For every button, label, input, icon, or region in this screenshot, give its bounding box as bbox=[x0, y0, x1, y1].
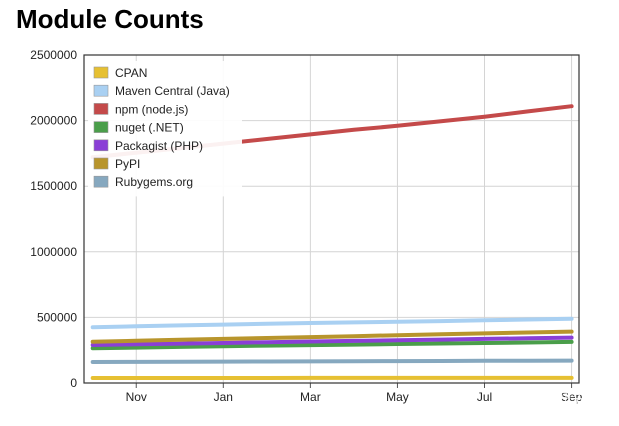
y-tick-label: 500000 bbox=[37, 310, 77, 324]
chart-title: Module Counts bbox=[16, 4, 204, 34]
y-tick-label: 2000000 bbox=[30, 114, 77, 128]
series-line-maven-central-java bbox=[90, 316, 574, 330]
legend-label: PyPI bbox=[115, 157, 140, 171]
legend-swatch bbox=[93, 103, 109, 115]
x-tick-label: Jul bbox=[477, 390, 492, 404]
legend-label: Maven Central (Java) bbox=[115, 84, 230, 98]
y-tick-label: 0 bbox=[70, 376, 77, 390]
x-tick-label: Mar bbox=[300, 390, 321, 404]
y-tick-label: 2500000 bbox=[30, 48, 77, 62]
legend-label: npm (node.js) bbox=[115, 102, 188, 116]
legend-swatch bbox=[93, 175, 109, 188]
watermark-text: 知乎 @虎妞先生 bbox=[492, 390, 602, 408]
legend-swatch bbox=[93, 121, 109, 133]
legend-label: Packagist (PHP) bbox=[115, 139, 203, 153]
x-tick-label: Jan bbox=[214, 390, 233, 404]
series-line-packagist-php bbox=[90, 335, 574, 347]
x-tick-label: Nov bbox=[126, 390, 147, 404]
x-tick-label: May bbox=[386, 390, 409, 404]
legend-swatch bbox=[93, 157, 109, 170]
legend-box bbox=[88, 61, 242, 197]
legend-swatch bbox=[93, 66, 109, 79]
y-tick-label: 1000000 bbox=[30, 245, 77, 259]
legend-swatch bbox=[93, 139, 109, 152]
legend-label: CPAN bbox=[115, 66, 147, 80]
legend-label: nuget (.NET) bbox=[115, 121, 184, 135]
series-line-nuget-net bbox=[90, 339, 574, 351]
series-line-pypi bbox=[90, 329, 574, 344]
x-tick-label: Sep bbox=[561, 390, 583, 404]
legend-label: Rubygems.org bbox=[115, 175, 193, 189]
legend-swatch bbox=[93, 84, 109, 97]
plot-frame bbox=[83, 54, 580, 384]
series-line-rubygems-org bbox=[90, 358, 574, 364]
y-tick-label: 1500000 bbox=[30, 179, 77, 193]
